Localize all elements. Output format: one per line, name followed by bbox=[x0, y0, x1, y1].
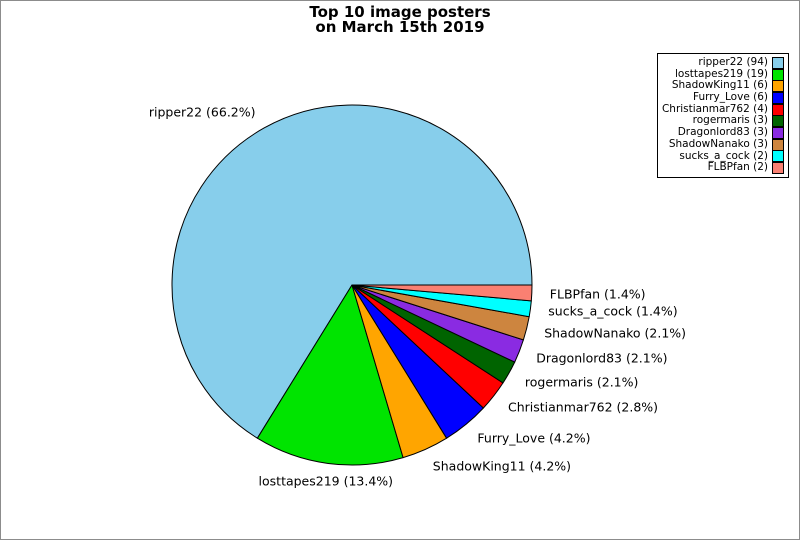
legend-item-label: ripper22 (94) bbox=[698, 56, 768, 68]
legend-item-label: sucks_a_cock (2) bbox=[679, 149, 768, 162]
pie-slice-losttapes219 bbox=[256, 284, 404, 466]
legend-item-ShadowKing11: ShadowKing11 (6) bbox=[662, 79, 784, 93]
legend-color-swatch bbox=[772, 56, 784, 69]
slice-label-Christianmar762: Christianmar762 (2.8%) bbox=[508, 399, 659, 415]
legend-item-Dragonlord83: Dragonlord83 (3) bbox=[662, 126, 784, 139]
legend-color-swatch bbox=[772, 150, 784, 163]
pie-slice-FLBPfan bbox=[351, 284, 533, 302]
slice-label-losttapes219: losttapes219 (13.4%) bbox=[258, 473, 394, 489]
slice-label-ShadowNanako: ShadowNanako (2.1%) bbox=[544, 325, 687, 341]
legend: ripper22 (94) losttapes219 (19) ShadowKing… bbox=[656, 53, 789, 178]
legend-item-ShadowNanako: ShadowNanako (3) bbox=[662, 137, 784, 151]
legend-item-label: ShadowNanako (3) bbox=[668, 137, 768, 150]
legend-color-swatch bbox=[772, 80, 784, 93]
legend-item-Christianmar762: Christianmar762 (4) bbox=[661, 102, 784, 116]
pie-slice-ripper22 bbox=[171, 104, 533, 439]
legend-item-label: rogermaris (3) bbox=[692, 114, 768, 127]
legend-item-label: Furry_Love (6) bbox=[692, 91, 768, 104]
slice-label-ripper22: ripper22 (66.2%) bbox=[148, 104, 256, 120]
legend-item-ripper22: ripper22 (94) bbox=[662, 56, 784, 69]
legend-color-swatch bbox=[772, 138, 784, 151]
slice-label-Dragonlord83: Dragonlord83 (2.1%) bbox=[536, 350, 668, 366]
slice-label-rogermaris: rogermaris (2.1%) bbox=[524, 374, 639, 389]
legend-item-FLBPfan: FLBPfan (2) bbox=[662, 161, 784, 175]
legend-item-losttapes219: losttapes219 (19) bbox=[662, 67, 784, 81]
chart-title-line2: on March 15th 2019 bbox=[315, 18, 485, 36]
legend-color-swatch bbox=[772, 115, 784, 128]
slice-label-Furry_Love: Furry_Love (4.2%) bbox=[477, 430, 591, 446]
chart-title: Top 10 image posters on March 15th 2019 bbox=[1, 5, 799, 35]
legend-item-label: Christianmar762 (4) bbox=[661, 102, 768, 115]
legend-color-swatch bbox=[772, 126, 784, 139]
legend-color-swatch bbox=[772, 162, 784, 175]
legend-item-label: FLBPfan (2) bbox=[707, 161, 768, 174]
legend-color-swatch bbox=[772, 103, 784, 116]
legend-item-label: Dragonlord83 (3) bbox=[677, 126, 768, 139]
slice-label-ShadowKing11: ShadowKing11 (4.2%) bbox=[432, 458, 572, 474]
chart-title-line1: Top 10 image posters bbox=[309, 3, 491, 21]
slice-label-FLBPfan: FLBPfan (1.4%) bbox=[549, 286, 646, 302]
legend-items: ripper22 (94) losttapes219 (19) ShadowKing… bbox=[661, 56, 784, 175]
legend-item-label: losttapes219 (19) bbox=[674, 67, 768, 80]
legend-color-swatch bbox=[772, 68, 784, 81]
slice-label-sucks_a_cock: sucks_a_cock (1.4%) bbox=[548, 303, 678, 319]
legend-color-swatch bbox=[772, 91, 784, 104]
legend-item-Furry_Love: Furry_Love (6) bbox=[662, 91, 784, 104]
legend-item-sucks_a_cock: sucks_a_cock (2) bbox=[662, 149, 784, 163]
legend-item-label: ShadowKing11 (6) bbox=[671, 79, 768, 92]
legend-item-rogermaris: rogermaris (3) bbox=[662, 114, 784, 128]
